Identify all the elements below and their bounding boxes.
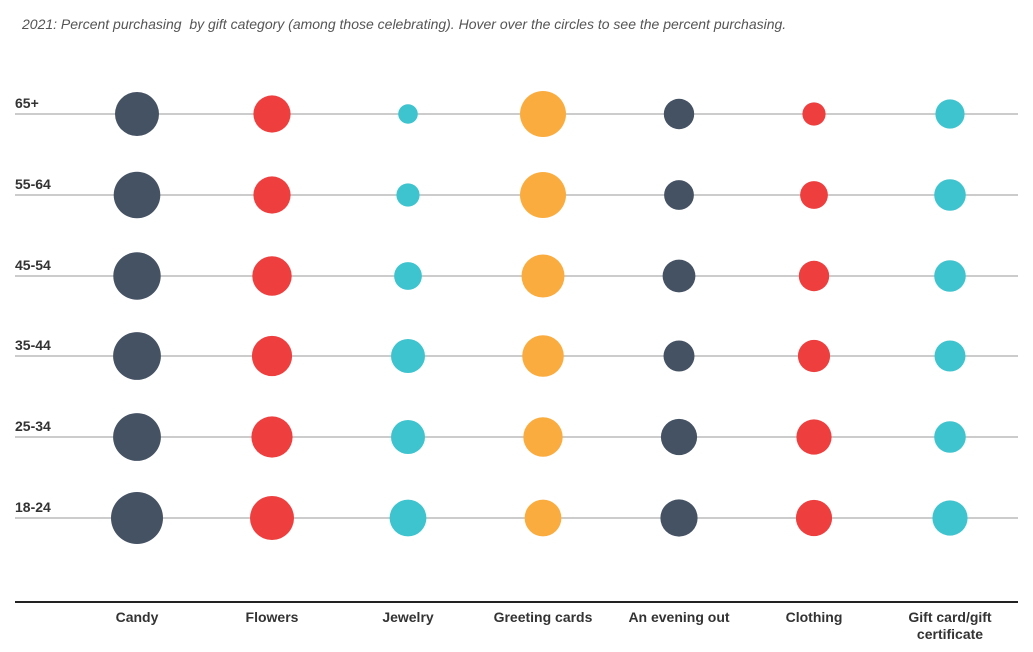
bubble[interactable]: 55-64 – Flowers: 36% xyxy=(253,176,291,214)
bubble[interactable]: 45-54 – An evening out: 28% xyxy=(662,259,696,293)
bubble[interactable]: 35-44 – Jewelry: 30% xyxy=(391,339,425,373)
bubble[interactable]: 55-64 – An evening out: 23% xyxy=(664,180,694,210)
category-label: Greeting cards xyxy=(494,609,593,625)
bubble[interactable]: 65+ – Jewelry: 10% xyxy=(398,104,418,124)
bubble[interactable]: 18-24 – Flowers: 50% xyxy=(250,496,294,540)
category-label: Candy xyxy=(116,609,159,625)
bubble[interactable]: 55-64 – Clothing: 20% xyxy=(800,181,828,209)
row-label: 65+ xyxy=(15,95,39,111)
bubble[interactable]: 35-44 – Greeting cards: 45% xyxy=(522,335,564,377)
bubble[interactable]: 55-64 – Candy: 56% xyxy=(113,171,161,219)
bubble[interactable]: 45-54 – Gift card/gift certificate: 26% xyxy=(934,260,966,292)
bubbles: 65+ – Candy: 50% 65+ – Flowers: 36% 65+ – … xyxy=(111,91,968,544)
bubble[interactable]: 18-24 – Clothing: 34% xyxy=(795,499,833,537)
bubble[interactable]: 18-24 – Gift card/gift certificate: 32% xyxy=(932,500,968,536)
bubble[interactable]: 18-24 – Jewelry: 35% xyxy=(389,499,427,537)
category-labels: Candy Flowers Jewelry Greeting cards An even… xyxy=(116,609,992,642)
bubble[interactable]: 18-24 – Greeting cards: 35% xyxy=(524,499,562,537)
bubble[interactable]: 35-44 – An evening out: 25% xyxy=(663,340,695,372)
bubble[interactable]: 65+ – Flowers: 36% xyxy=(253,95,291,133)
category-label: Gift card/gift certificate xyxy=(908,609,992,642)
row-label: 18-24 xyxy=(15,499,51,515)
bubble[interactable]: 45-54 – Jewelry: 20% xyxy=(394,262,422,290)
bubble[interactable]: 65+ – An evening out: 24% xyxy=(663,98,695,130)
bubble[interactable]: 25-34 – Flowers: 44% xyxy=(251,416,293,458)
row-labels: 65+ 55-64 45-54 35-44 25-34 18-24 xyxy=(15,95,51,515)
bubble[interactable]: 65+ – Candy: 50% xyxy=(115,92,159,136)
bubble[interactable]: 65+ – Greeting cards: 55% xyxy=(520,91,566,137)
bubble[interactable]: 35-44 – Candy: 59% xyxy=(113,332,161,380)
bubble[interactable]: 25-34 – Candy: 59% xyxy=(113,413,161,461)
bubble[interactable]: 65+ – Gift card/gift certificate: 22% xyxy=(935,99,965,129)
bubble[interactable]: 18-24 – Candy: 70% xyxy=(111,492,163,544)
bubble[interactable]: 18-24 – An evening out: 36% xyxy=(660,499,698,537)
bubble[interactable]: 45-54 – Clothing: 24% xyxy=(798,260,830,292)
bubble[interactable]: 55-64 – Gift card/gift certificate: 26% xyxy=(934,179,966,211)
row-gridlines xyxy=(15,113,1018,519)
bubble[interactable]: 35-44 – Flowers: 42% xyxy=(251,335,293,377)
bubble[interactable]: 25-34 – An evening out: 34% xyxy=(660,418,698,456)
category-label: Clothing xyxy=(786,609,843,625)
category-label: Flowers xyxy=(246,609,299,625)
row-label: 25-34 xyxy=(15,418,51,434)
chart-subtitle: 2021: Percent purchasing by gift categor… xyxy=(22,16,787,32)
category-label: Jewelry xyxy=(382,609,434,625)
category-label: An evening out xyxy=(628,609,729,625)
row-label: 45-54 xyxy=(15,257,51,273)
bubble[interactable]: 45-54 – Greeting cards: 48% xyxy=(521,254,565,298)
bubble[interactable]: 35-44 – Gift card/gift certificate: 25% xyxy=(934,340,966,372)
row-label: 55-64 xyxy=(15,176,51,192)
bubble[interactable]: 25-34 – Jewelry: 30% xyxy=(391,420,425,454)
bubble[interactable]: 55-64 – Greeting cards: 55% xyxy=(520,172,566,218)
bubble[interactable]: 25-34 – Gift card/gift certificate: 26% xyxy=(934,421,966,453)
bubble[interactable]: 25-34 – Clothing: 32% xyxy=(796,419,832,455)
bubble[interactable]: 45-54 – Candy: 58% xyxy=(113,252,161,300)
bubble[interactable]: 45-54 – Flowers: 40% xyxy=(252,256,292,296)
bubble[interactable]: 65+ – Clothing: 14% xyxy=(802,102,826,126)
bubble[interactable]: 55-64 – Jewelry: 14% xyxy=(396,183,420,207)
bubble[interactable]: 25-34 – Greeting cards: 40% xyxy=(523,417,563,457)
row-label: 35-44 xyxy=(15,337,51,353)
bubble[interactable]: 35-44 – Clothing: 27% xyxy=(797,339,831,373)
